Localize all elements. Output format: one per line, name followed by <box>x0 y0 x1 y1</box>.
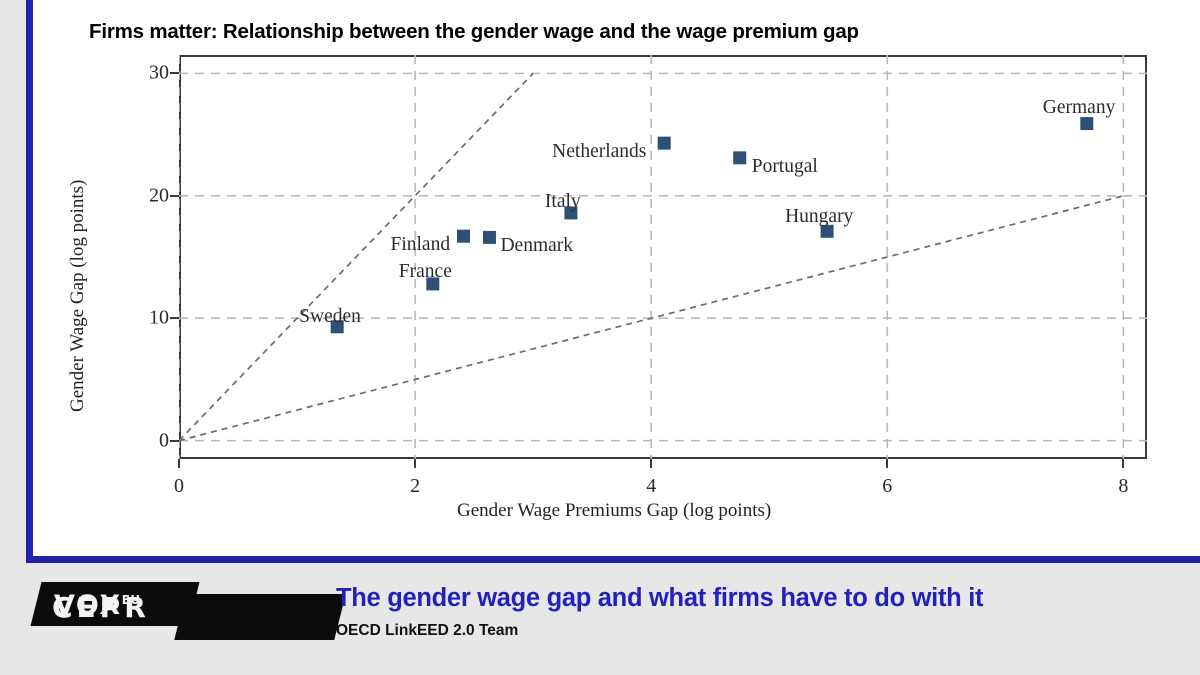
voxeu-logo-text: VOXEU <box>54 590 141 621</box>
point-label-italy: Italy <box>544 190 581 212</box>
cepr-logo-shape <box>174 594 346 640</box>
y-tick-label: 20 <box>149 184 169 207</box>
point-label-netherlands: Netherlands <box>552 141 647 163</box>
point-label-hungary: Hungary <box>785 206 854 228</box>
data-point-germany <box>1080 117 1094 131</box>
article-author: OECD LinkEED 2.0 Team <box>336 622 519 639</box>
voxeu-logo-main: VOX <box>54 590 122 621</box>
footer-bar: VOXEU CEPR The gender wage gap and what … <box>0 570 1200 675</box>
reference-line-shallow-ray <box>179 194 1124 442</box>
chart-card: Firms matter: Relationship between the g… <box>26 0 1200 563</box>
article-title[interactable]: The gender wage gap and what firms have … <box>336 584 984 612</box>
data-point-portugal <box>733 151 747 165</box>
data-point-netherlands <box>657 136 671 150</box>
y-tick-mark <box>170 72 179 75</box>
data-point-italy <box>564 206 578 220</box>
y-tick-label: 10 <box>149 306 169 329</box>
x-tick-mark <box>414 459 417 468</box>
x-tick-label: 0 <box>174 475 184 497</box>
page-title: Firms matter: Relationship between the g… <box>89 20 859 43</box>
point-label-france: France <box>398 260 452 282</box>
y-tick-label: 0 <box>159 429 169 452</box>
y-axis-title: Gender Wage Gap (log points) <box>67 179 88 412</box>
point-label-sweden: Sweden <box>299 305 361 327</box>
data-point-hungary <box>820 224 834 238</box>
voxeu-logo-superscript: EU <box>121 593 141 607</box>
point-label-finland: Finland <box>390 234 451 256</box>
y-tick-mark <box>170 194 179 197</box>
data-point-france <box>426 277 440 291</box>
x-tick-label: 2 <box>410 475 421 497</box>
point-label-germany: Germany <box>1042 96 1116 118</box>
cepr-logo-text: CEPR <box>52 591 150 624</box>
plot-area: Sweden France Finland Denmark Italy Netherlan… <box>149 55 1147 497</box>
y-tick-label: 30 <box>149 61 169 84</box>
point-label-denmark: Denmark <box>500 235 574 257</box>
data-point-sweden <box>330 320 344 334</box>
x-tick-label: 6 <box>882 475 893 497</box>
x-axis-title: Gender Wage Premiums Gap (log points) <box>457 500 772 521</box>
data-point-finland <box>456 229 470 243</box>
reference-line-steep-ray <box>179 72 534 442</box>
x-tick-mark <box>650 459 653 468</box>
y-tick-mark <box>170 317 179 320</box>
x-tick-mark <box>1122 459 1125 468</box>
data-point-denmark <box>482 230 496 244</box>
scatter-plot-canvas <box>179 55 1147 459</box>
y-tick-mark <box>170 439 179 442</box>
plot-frame <box>179 55 1147 459</box>
x-tick-mark <box>178 459 180 468</box>
x-tick-mark <box>886 459 889 468</box>
x-tick-label: 4 <box>646 475 657 497</box>
point-label-portugal: Portugal <box>751 155 818 177</box>
x-tick-label: 8 <box>1118 475 1129 497</box>
